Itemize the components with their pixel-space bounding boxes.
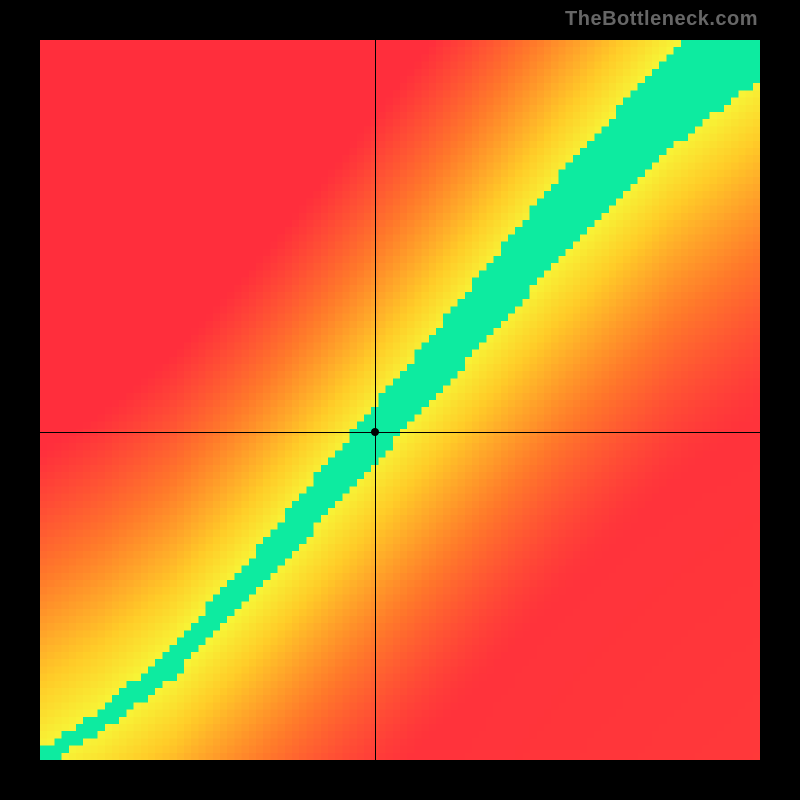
crosshair-vertical: [375, 40, 376, 760]
chart-frame: TheBottleneck.com: [0, 0, 800, 800]
watermark-text: TheBottleneck.com: [565, 8, 758, 31]
crosshair-horizontal: [40, 432, 760, 433]
plot-area: [40, 40, 760, 760]
selection-marker: [371, 428, 379, 436]
bottleneck-heatmap: [40, 40, 760, 760]
